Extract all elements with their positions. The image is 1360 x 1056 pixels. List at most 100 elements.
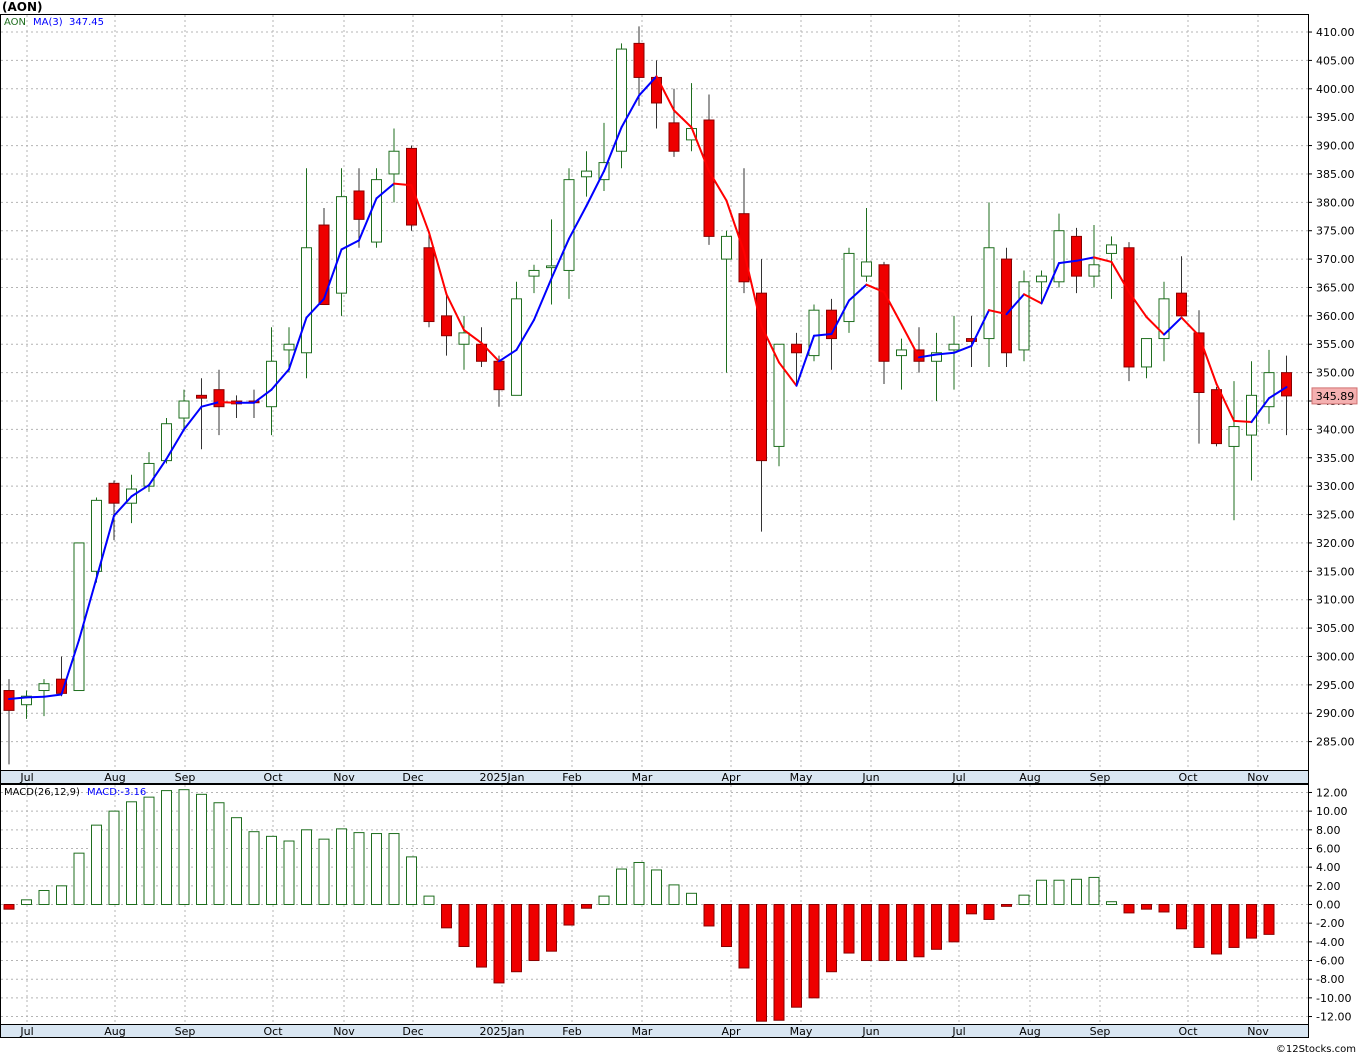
ma-segment — [393, 182, 413, 187]
macd-bar — [721, 904, 732, 948]
macd-bar — [581, 904, 592, 909]
ma-segment — [1040, 262, 1060, 305]
ma-segment — [43, 693, 63, 698]
macd-month-label: May — [790, 1025, 813, 1038]
copyright-footer: ©12Stocks.com — [1276, 1044, 1356, 1055]
macd-bar — [161, 790, 172, 905]
macd-tick-label: -4.00 — [1316, 936, 1344, 949]
candle-body — [353, 190, 365, 220]
candle — [563, 168, 575, 299]
candle — [966, 315, 977, 367]
candle-body — [1193, 332, 1205, 394]
ma-segment — [918, 353, 938, 359]
macd-bar — [353, 832, 365, 905]
macd-bar — [1001, 904, 1012, 907]
candle — [808, 304, 820, 362]
candle-body — [1246, 394, 1257, 436]
macd-bar — [1053, 879, 1065, 905]
macd-bar — [651, 869, 662, 905]
candle-body — [3, 690, 15, 711]
candle-body — [511, 298, 522, 396]
candle — [983, 202, 995, 367]
price-month-label: Nov — [333, 771, 355, 784]
candle — [878, 261, 890, 384]
ma-segment — [848, 283, 868, 302]
ma-segment — [1215, 382, 1235, 422]
macd-tick-label: -10.00 — [1316, 992, 1351, 1005]
price-month-label: Aug — [104, 771, 125, 784]
ma-segment — [935, 351, 955, 356]
candle-body — [773, 343, 785, 447]
ma-segment — [1093, 256, 1113, 263]
macd-bar — [406, 856, 417, 905]
candle — [1018, 270, 1030, 362]
ma-value: 347.45 — [69, 17, 104, 28]
candle-body — [388, 150, 400, 175]
candle — [1211, 386, 1222, 447]
macd-bar — [808, 904, 820, 999]
macd-bar — [493, 904, 505, 984]
price-month-label: Sep — [175, 771, 196, 784]
candle — [581, 151, 592, 197]
candle-body — [931, 352, 942, 362]
last-price-label: 345.89 — [1316, 390, 1355, 403]
macd-bar — [1141, 904, 1152, 910]
macd-bar — [1211, 904, 1222, 955]
candle-body — [948, 343, 960, 351]
macd-axis: 12.00 10.00 8.00 6.00 4.00 2.00 0.00 -2.00 -4.00… — [1308, 786, 1351, 1024]
macd-bar — [931, 904, 942, 950]
macd-bar — [336, 828, 347, 905]
price-tick-label: 405.00 — [1316, 54, 1355, 67]
macd-value: MACD:-3.16 — [87, 787, 146, 798]
ma-segment — [183, 405, 203, 431]
macd-bar — [196, 793, 207, 905]
ma-segment — [533, 277, 553, 321]
macd-bar — [248, 831, 260, 905]
macd-bar — [1123, 904, 1135, 914]
candle-body — [1001, 258, 1012, 354]
candle — [738, 168, 750, 294]
ma-segment — [690, 126, 710, 173]
ma-segment — [8, 696, 28, 701]
candle — [791, 332, 802, 384]
macd-bar — [1018, 894, 1030, 905]
ma-segment — [323, 248, 343, 300]
macd-bar — [668, 884, 680, 905]
candle — [178, 389, 190, 430]
macd-bar — [423, 895, 435, 905]
ma-segment — [585, 170, 605, 207]
candle-body — [1106, 244, 1117, 254]
candle — [773, 343, 785, 467]
candle-body — [336, 196, 347, 294]
macd-bar — [826, 904, 837, 973]
macd-bar — [633, 861, 645, 905]
macd-tick-label: 12.00 — [1316, 786, 1348, 799]
macd-legend: MACD(26,12,9) — [4, 787, 80, 798]
candle — [283, 327, 295, 373]
candle-body — [1088, 264, 1100, 277]
price-month-label: Oct — [1178, 771, 1198, 784]
candle-body — [108, 482, 120, 504]
ma-segment — [1163, 316, 1183, 336]
macd-bar — [896, 904, 907, 962]
ma-segment — [340, 239, 360, 251]
candle — [668, 88, 680, 157]
candle-body — [1176, 292, 1187, 317]
macd-bar — [598, 895, 610, 905]
price-tick-label: 410.00 — [1316, 26, 1355, 39]
ma-segment — [463, 329, 483, 345]
price-tick-label: 310.00 — [1316, 594, 1355, 607]
price-month-label: Sep — [1090, 771, 1111, 784]
price-tick-label: 400.00 — [1316, 83, 1355, 96]
candle — [388, 128, 400, 203]
ma-segment — [900, 323, 920, 359]
macd-month-label: Aug — [104, 1025, 125, 1038]
macd-bar — [1106, 901, 1117, 905]
candle-body — [843, 252, 855, 323]
macd-bar — [511, 904, 522, 973]
ma-segment — [970, 309, 990, 347]
candle-body — [563, 179, 575, 271]
candle-body — [721, 235, 732, 260]
ma-segment — [253, 388, 273, 404]
candle-body — [1228, 426, 1240, 447]
